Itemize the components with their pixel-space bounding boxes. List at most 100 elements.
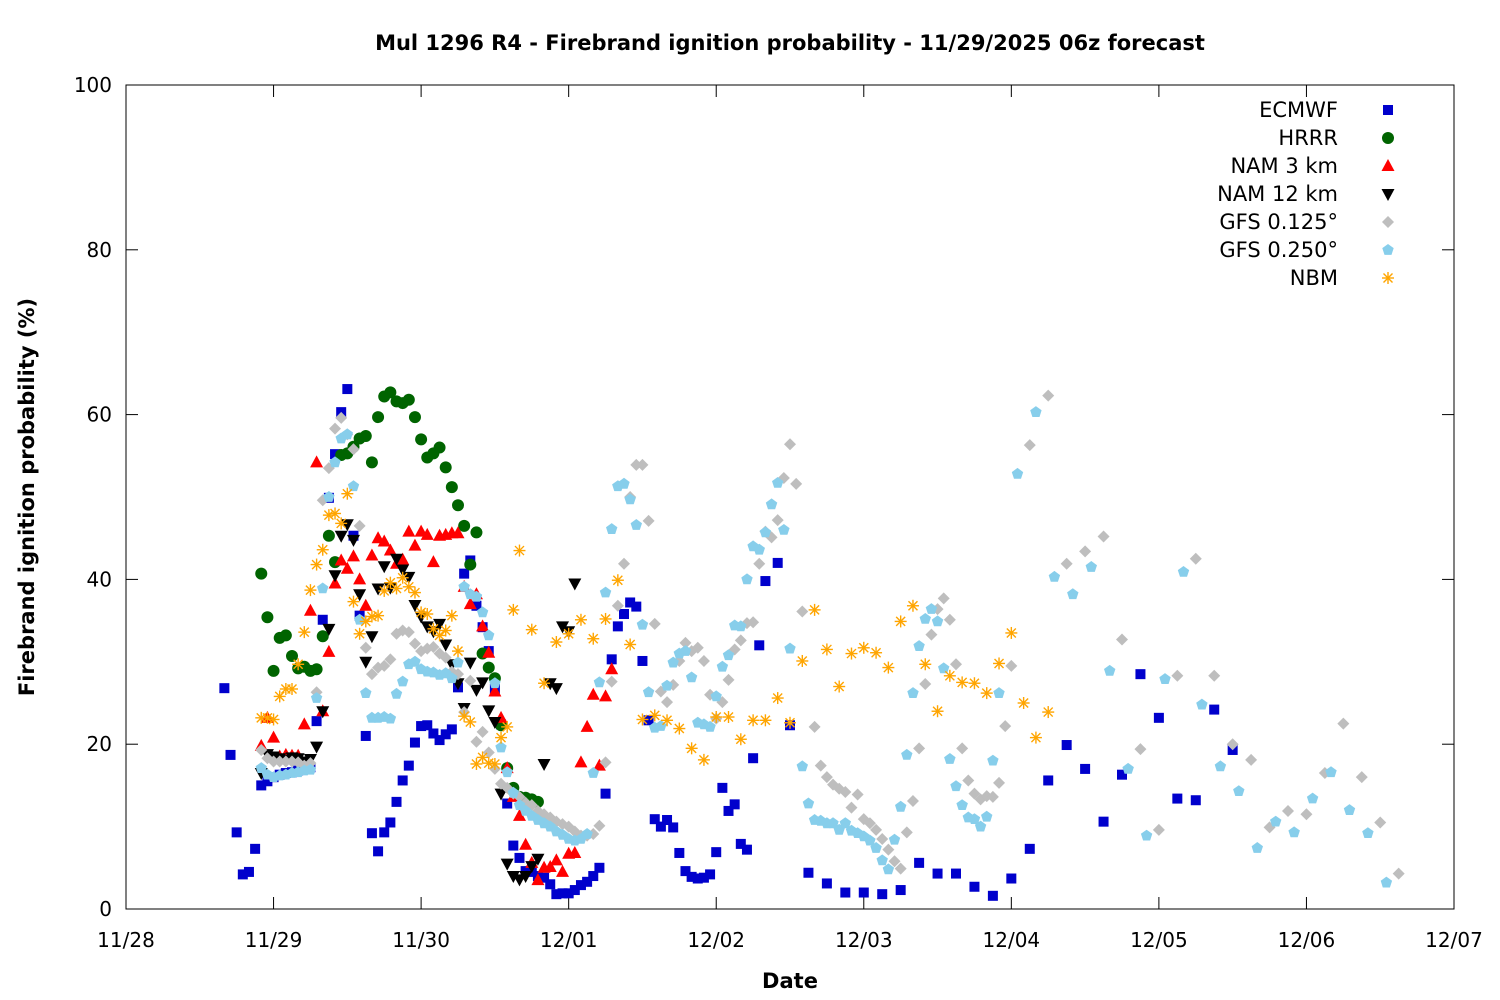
data-point bbox=[408, 637, 421, 650]
data-point bbox=[827, 817, 839, 829]
data-point bbox=[1029, 731, 1042, 744]
data-point bbox=[625, 597, 636, 608]
data-point bbox=[648, 617, 661, 630]
data-point bbox=[421, 608, 434, 621]
data-point bbox=[710, 690, 722, 702]
data-point bbox=[592, 758, 606, 771]
data-point bbox=[876, 832, 889, 845]
data-point bbox=[580, 719, 594, 732]
data-point bbox=[1355, 771, 1368, 784]
data-point bbox=[1140, 829, 1153, 841]
data-point bbox=[445, 609, 458, 622]
data-point bbox=[956, 742, 969, 755]
data-point bbox=[895, 800, 907, 812]
plot-frame bbox=[125, 84, 1455, 910]
data-point bbox=[353, 572, 367, 585]
data-point bbox=[753, 557, 766, 570]
data-point bbox=[931, 705, 944, 718]
data-point bbox=[303, 603, 317, 616]
data-point bbox=[556, 864, 570, 877]
data-point bbox=[900, 826, 913, 839]
data-point bbox=[643, 715, 654, 726]
data-point bbox=[1392, 867, 1405, 880]
data-point bbox=[219, 683, 230, 694]
data-point bbox=[489, 677, 501, 689]
data-point bbox=[574, 613, 587, 626]
data-point bbox=[459, 568, 470, 579]
y-tick-label: 20 bbox=[87, 732, 112, 756]
data-point bbox=[439, 651, 452, 664]
data-point bbox=[483, 629, 495, 641]
legend-label: HRRR bbox=[1278, 126, 1338, 150]
data-point bbox=[950, 658, 962, 671]
legend-marker-square-icon bbox=[1383, 105, 1393, 115]
data-point bbox=[593, 676, 606, 688]
data-point bbox=[255, 762, 267, 773]
data-point bbox=[919, 658, 932, 671]
legend-item: NBM bbox=[1290, 266, 1394, 290]
x-tick-label: 12/01 bbox=[540, 928, 598, 952]
data-point bbox=[470, 590, 483, 602]
data-point bbox=[396, 552, 410, 565]
data-point bbox=[1097, 530, 1110, 543]
legend-item: NAM 12 km bbox=[1217, 182, 1395, 206]
x-axis-label: Date bbox=[762, 969, 818, 993]
data-point bbox=[1030, 406, 1042, 417]
data-point bbox=[328, 576, 342, 589]
data-point bbox=[686, 871, 697, 882]
data-point bbox=[378, 584, 391, 597]
data-point bbox=[729, 799, 740, 810]
data-point bbox=[722, 673, 735, 686]
y-tick-label: 0 bbox=[99, 897, 112, 921]
data-point bbox=[1098, 816, 1109, 827]
data-point bbox=[422, 720, 433, 731]
data-point bbox=[1374, 816, 1387, 829]
data-point bbox=[519, 871, 533, 884]
data-point bbox=[402, 524, 416, 537]
data-point bbox=[1172, 793, 1183, 804]
data-point bbox=[734, 634, 747, 647]
data-point bbox=[488, 757, 501, 770]
data-point bbox=[894, 615, 907, 628]
data-point bbox=[668, 822, 679, 833]
data-point bbox=[255, 567, 268, 580]
data-point bbox=[365, 631, 379, 644]
series-nam-3-km bbox=[254, 455, 619, 886]
data-point bbox=[329, 422, 342, 435]
data-point bbox=[747, 714, 760, 727]
legend-label: NAM 12 km bbox=[1217, 182, 1338, 206]
data-point bbox=[514, 852, 525, 863]
data-point bbox=[1325, 766, 1337, 778]
data-point bbox=[433, 441, 446, 454]
data-point bbox=[482, 705, 496, 718]
data-point bbox=[906, 599, 919, 612]
data-point bbox=[310, 455, 324, 468]
data-point bbox=[371, 583, 385, 596]
x-tick-label: 12/02 bbox=[687, 928, 745, 952]
data-point bbox=[1177, 566, 1190, 577]
data-point bbox=[772, 477, 784, 488]
data-point bbox=[599, 612, 612, 625]
data-point bbox=[587, 632, 600, 645]
data-point bbox=[378, 659, 391, 672]
data-point bbox=[329, 507, 342, 520]
data-point bbox=[759, 714, 772, 727]
data-point bbox=[956, 799, 968, 810]
data-point bbox=[446, 672, 458, 684]
data-point bbox=[508, 840, 519, 851]
data-point bbox=[771, 514, 784, 527]
data-point bbox=[772, 557, 783, 568]
data-point bbox=[759, 526, 772, 538]
data-point bbox=[464, 715, 477, 728]
data-point bbox=[551, 889, 562, 900]
data-point bbox=[549, 683, 563, 696]
data-point bbox=[802, 797, 815, 809]
data-point bbox=[372, 411, 385, 424]
data-point bbox=[365, 610, 378, 623]
data-point bbox=[1337, 717, 1350, 730]
data-point bbox=[408, 599, 422, 612]
data-point bbox=[901, 748, 913, 760]
data-point bbox=[537, 758, 551, 771]
data-point bbox=[1060, 557, 1073, 570]
data-point bbox=[987, 890, 998, 901]
